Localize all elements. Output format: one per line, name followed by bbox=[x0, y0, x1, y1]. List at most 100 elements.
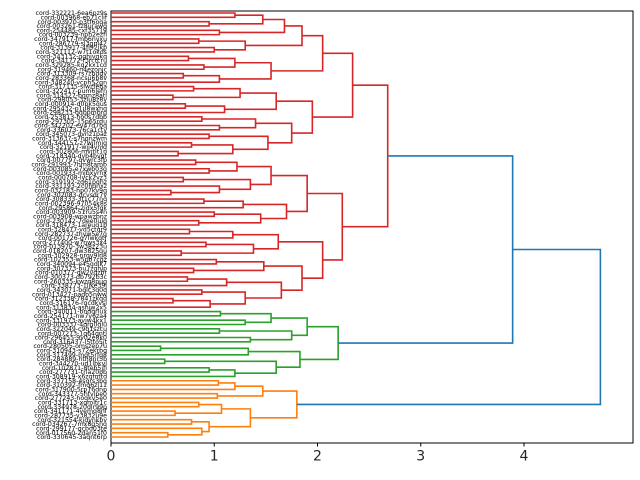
dendrogram-link bbox=[111, 250, 183, 257]
leaf-label: cord-284889-hth8nr5b bbox=[37, 356, 107, 363]
leaf-label: cord-260335-kwzq8pug bbox=[34, 278, 107, 285]
leaf-label: cord-230142-7dee0ulq bbox=[36, 218, 107, 225]
leaf-label: cord-341772-f3rctcru bbox=[41, 58, 107, 65]
leaf-label: cord-312338-7841zkqd bbox=[35, 296, 107, 303]
leaf-label: cord-302083-dcvsdr7v bbox=[37, 192, 107, 199]
dendrogram-link bbox=[111, 185, 221, 194]
dendrogram-link bbox=[219, 330, 293, 341]
dendrogram-link bbox=[111, 319, 247, 326]
dendrogram-link bbox=[111, 310, 222, 317]
dendrogram-link bbox=[111, 427, 203, 436]
leaf-label: cord-338773-1ljke39j bbox=[41, 283, 107, 290]
leaf-labels-group: cord-332221-6ea6pz9scord-003968-eb71clif… bbox=[31, 10, 107, 441]
dendrogram-link bbox=[296, 248, 602, 406]
dendrogram-link bbox=[342, 84, 389, 228]
dendrogram-link bbox=[111, 219, 200, 226]
dendrogram-link bbox=[111, 328, 221, 334]
dendrogram-link bbox=[188, 57, 236, 68]
leaf-label: cord-348240-vcph52gn bbox=[35, 79, 107, 86]
leaf-label: cord-032183-hp07kv9g bbox=[35, 187, 108, 194]
leaf-label: cord-313637-s7hqnzwm bbox=[32, 136, 107, 143]
dendrogram-link bbox=[248, 350, 301, 369]
dendrogram-link bbox=[209, 408, 252, 428]
dendrogram-link bbox=[111, 85, 195, 92]
dendrogram-link bbox=[111, 133, 210, 140]
dendrogram-link bbox=[111, 105, 226, 114]
dendrogram-link bbox=[111, 358, 166, 365]
leaf-label: cord-300373-db792b3c bbox=[34, 274, 107, 281]
dendrogram-link bbox=[111, 74, 221, 84]
leaf-label: cord-321112-w7t1okds bbox=[35, 49, 107, 56]
leaf-label: cord-317135-slwzfeba bbox=[38, 84, 107, 91]
dendrogram-link bbox=[172, 87, 241, 99]
leaf-label: cord-102353-w5pb7cgz bbox=[34, 257, 107, 264]
leaf-label: cord-034267-7mx8g5nq bbox=[32, 421, 107, 428]
dendrogram-link bbox=[245, 25, 303, 47]
dendrogram-link bbox=[111, 299, 211, 308]
dendrogram-link bbox=[271, 34, 324, 72]
dendrogram-link bbox=[226, 281, 283, 299]
leaf-label: cord-007797-qvwrc3fp bbox=[37, 157, 107, 164]
dendrogram-link bbox=[299, 325, 339, 361]
dendrogram-link bbox=[111, 230, 234, 239]
dendrogram-link bbox=[111, 64, 205, 71]
leaf-label: cord-287735-y3832u9e bbox=[34, 412, 107, 419]
leaf-label: cord-334978-20dlr99p bbox=[37, 404, 107, 411]
dendrogram-link bbox=[193, 260, 265, 272]
leaf-label: cord-321554-kjdynkbv bbox=[37, 417, 107, 424]
dendrogram-link bbox=[111, 258, 218, 265]
dendrogram-link bbox=[224, 92, 277, 111]
leaf-label: cord-329285-kg2kx1cd bbox=[35, 62, 107, 69]
dendrogram-link bbox=[111, 366, 210, 373]
leaf-label: cord-102871-8teb5jfi bbox=[42, 365, 107, 372]
leaf-label: cord-322049-c9q1szcu bbox=[36, 326, 107, 333]
leaf-label: cord-302806-mvjtlt1u bbox=[40, 149, 108, 156]
leaf-label: cord-298233-qqbpmbrg bbox=[33, 110, 107, 117]
leaf-label: cord-343071-bqlc3q0q bbox=[37, 287, 107, 294]
dendrogram-link bbox=[243, 203, 288, 220]
dendrogram-link bbox=[201, 118, 257, 129]
leaf-label: cord-295864-2jdx5fqk bbox=[38, 205, 107, 212]
leaf-label: cord-001726-q7lwkqtr bbox=[38, 235, 107, 242]
leaf-label: cord-321917-wjj4vnlg bbox=[40, 144, 107, 151]
leaf-label: cord-308333-3t1c77nq bbox=[36, 196, 107, 203]
leaf-label: cord-343377-5hfvlpe0 bbox=[38, 391, 107, 398]
dendrogram-link bbox=[111, 103, 187, 109]
leaf-label: cord-000708-lyck2vz3 bbox=[38, 175, 107, 182]
leaf-label: cord-318473-1areuq1b bbox=[36, 222, 107, 229]
dendrogram-link bbox=[209, 135, 269, 151]
x-tick-label: 4 bbox=[520, 449, 529, 465]
leaf-label: cord-254171-nw7y6za4 bbox=[34, 313, 107, 320]
leaf-label: cord-316437-l5tto5jt bbox=[43, 339, 108, 346]
dendrogram-link bbox=[198, 40, 247, 51]
dendrogram-link bbox=[111, 200, 244, 209]
dendrogram-link bbox=[111, 211, 216, 218]
dendrogram-link bbox=[111, 116, 203, 122]
leaf-label: cord-328477-vd5ctqr9 bbox=[38, 226, 107, 233]
dendrogram-link bbox=[111, 401, 200, 408]
x-tick-label: 0 bbox=[107, 449, 116, 465]
dendrogram-link bbox=[111, 167, 210, 174]
leaf-label: cord-002396-97054k8s bbox=[35, 200, 107, 207]
leaf-label: cord-322417-pum6lefn bbox=[36, 88, 107, 95]
dendrogram-link bbox=[111, 189, 172, 196]
leaf-label: cord-341171-4vemq8nf bbox=[34, 408, 108, 415]
dendrogram-link bbox=[111, 369, 236, 378]
leaf-label: cord-013970-3w38z23u bbox=[33, 244, 107, 251]
leaf-label: cord-307373-bu7zqhlp bbox=[37, 265, 107, 272]
leaf-label: cord-310392-fmq6zl11 bbox=[36, 382, 107, 389]
dendrogram-link bbox=[209, 14, 264, 25]
leaf-label: cord-277400-w7nws3x4 bbox=[33, 239, 107, 246]
dendrogram-link bbox=[178, 144, 234, 155]
leaf-label: cord-343132-gghjvgkq bbox=[37, 53, 107, 60]
x-tick-label: 3 bbox=[416, 449, 425, 465]
leaf-label: cord-003239-nph2ezfl bbox=[39, 32, 107, 39]
dendrogram-link bbox=[198, 213, 262, 224]
axes-spines bbox=[110, 10, 634, 444]
leaf-label: cord-296455-9v02e8k0 bbox=[35, 335, 107, 342]
x-axis-ticks-group: 0 1 2 3 4 bbox=[107, 443, 529, 465]
dendrogram-link bbox=[278, 240, 324, 279]
dendrogram-link bbox=[111, 297, 174, 304]
dendrogram-link bbox=[111, 124, 221, 131]
